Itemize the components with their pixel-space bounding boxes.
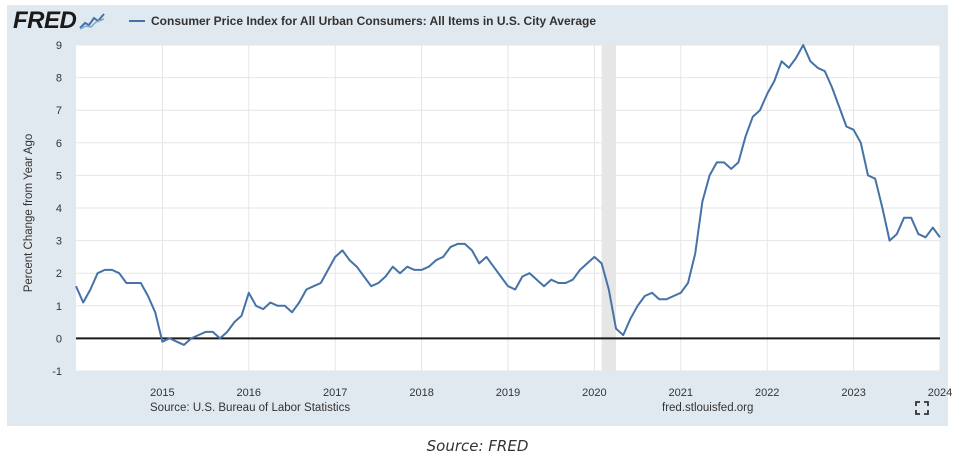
x-tick-label: 2020 (582, 387, 606, 399)
fred-logo[interactable]: FRED (13, 7, 106, 35)
fred-graph-icon (79, 12, 106, 30)
chart-title: Consumer Price Index for All Urban Consu… (151, 14, 596, 28)
recession-bar (601, 45, 616, 371)
x-tick-label: 2018 (409, 387, 433, 399)
y-tick-label: 3 (56, 236, 62, 248)
y-axis-ticks: -1 0 1 2 3 4 5 6 7 8 9 (52, 40, 62, 378)
y-tick-label: 1 (56, 301, 62, 313)
x-axis-ticks: 2015 2016 2017 2018 2019 2020 2021 2022 2023 2024 (150, 387, 952, 399)
y-tick-label: 7 (56, 105, 62, 117)
x-tick-label: 2017 (323, 387, 347, 399)
y-axis-label: Percent Change from Year Ago (23, 134, 35, 293)
y-tick-label: 0 (56, 333, 62, 345)
x-tick-label: 2016 (237, 387, 261, 399)
source-text: Source: U.S. Bureau of Labor Statistics (150, 402, 351, 414)
x-tick-label: 2021 (669, 387, 693, 399)
fred-url-link[interactable]: fred.stlouisfed.org (662, 402, 754, 414)
x-tick-label: 2022 (755, 387, 779, 399)
x-tick-label: 2015 (150, 387, 174, 399)
fullscreen-icon[interactable] (915, 401, 929, 415)
y-tick-label: 2 (56, 268, 62, 280)
x-tick-label: 2023 (841, 387, 865, 399)
y-tick-label: 6 (56, 138, 62, 150)
y-tick-label: 5 (56, 170, 62, 182)
legend-swatch (129, 20, 145, 22)
y-tick-label: 8 (56, 73, 62, 85)
y-tick-label: -1 (52, 366, 62, 378)
chart-title-row: Consumer Price Index for All Urban Consu… (129, 14, 596, 28)
x-tick-label: 2024 (928, 387, 952, 399)
y-tick-label: 4 (56, 203, 62, 215)
fred-logo-text: FRED (13, 7, 77, 34)
recession-shading (601, 45, 616, 371)
x-tick-label: 2019 (496, 387, 520, 399)
y-tick-label: 9 (56, 40, 62, 52)
series-layer (75, 44, 941, 346)
image-caption: Source: FRED (426, 437, 529, 455)
